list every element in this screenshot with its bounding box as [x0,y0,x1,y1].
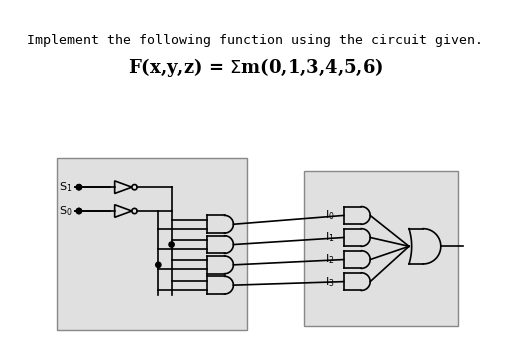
Circle shape [76,185,82,190]
Text: I$_1$: I$_1$ [326,231,335,244]
Text: I$_0$: I$_0$ [325,209,335,222]
Circle shape [156,262,161,268]
Circle shape [76,209,82,214]
Text: Implement the following function using the circuit given.: Implement the following function using t… [28,34,483,47]
Text: I$_2$: I$_2$ [326,253,335,266]
Text: S$_1$: S$_1$ [59,180,73,194]
Text: I$_3$: I$_3$ [325,275,335,289]
Circle shape [169,242,174,247]
Circle shape [76,209,82,214]
Text: S$_0$: S$_0$ [59,204,73,218]
Circle shape [76,185,82,190]
FancyBboxPatch shape [57,158,247,330]
FancyBboxPatch shape [304,171,458,326]
Text: F(x,y,z) = $\Sigma$m(0,1,3,4,5,6): F(x,y,z) = $\Sigma$m(0,1,3,4,5,6) [128,56,383,79]
